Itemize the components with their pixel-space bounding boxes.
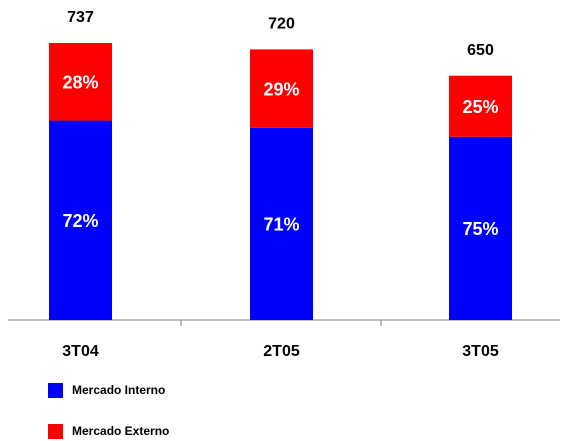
segment-label: 25% bbox=[462, 97, 498, 117]
bar-segment bbox=[49, 120, 112, 320]
bar-segment bbox=[449, 136, 512, 320]
total-label: 737 bbox=[67, 9, 94, 26]
total-label: 720 bbox=[268, 16, 295, 33]
legend-swatch bbox=[48, 424, 63, 439]
segment-label: 71% bbox=[263, 215, 299, 235]
bar-segment bbox=[250, 127, 313, 320]
bar-segment bbox=[449, 75, 512, 137]
x-tick-label: 3T04 bbox=[62, 343, 99, 360]
bar-segment bbox=[49, 43, 112, 121]
segment-label: 29% bbox=[263, 79, 299, 99]
total-label: 650 bbox=[467, 42, 494, 59]
segment-label: 72% bbox=[62, 211, 98, 231]
legend-label: Mercado Externo bbox=[72, 424, 169, 438]
segment-label: 28% bbox=[62, 73, 98, 93]
legend-swatch bbox=[48, 383, 63, 398]
x-tick-label: 2T05 bbox=[263, 343, 300, 360]
bar-segment bbox=[250, 49, 313, 128]
segment-label: 75% bbox=[462, 219, 498, 239]
x-tick-label: 3T05 bbox=[462, 343, 499, 360]
legend-label: Mercado Interno bbox=[72, 383, 165, 397]
